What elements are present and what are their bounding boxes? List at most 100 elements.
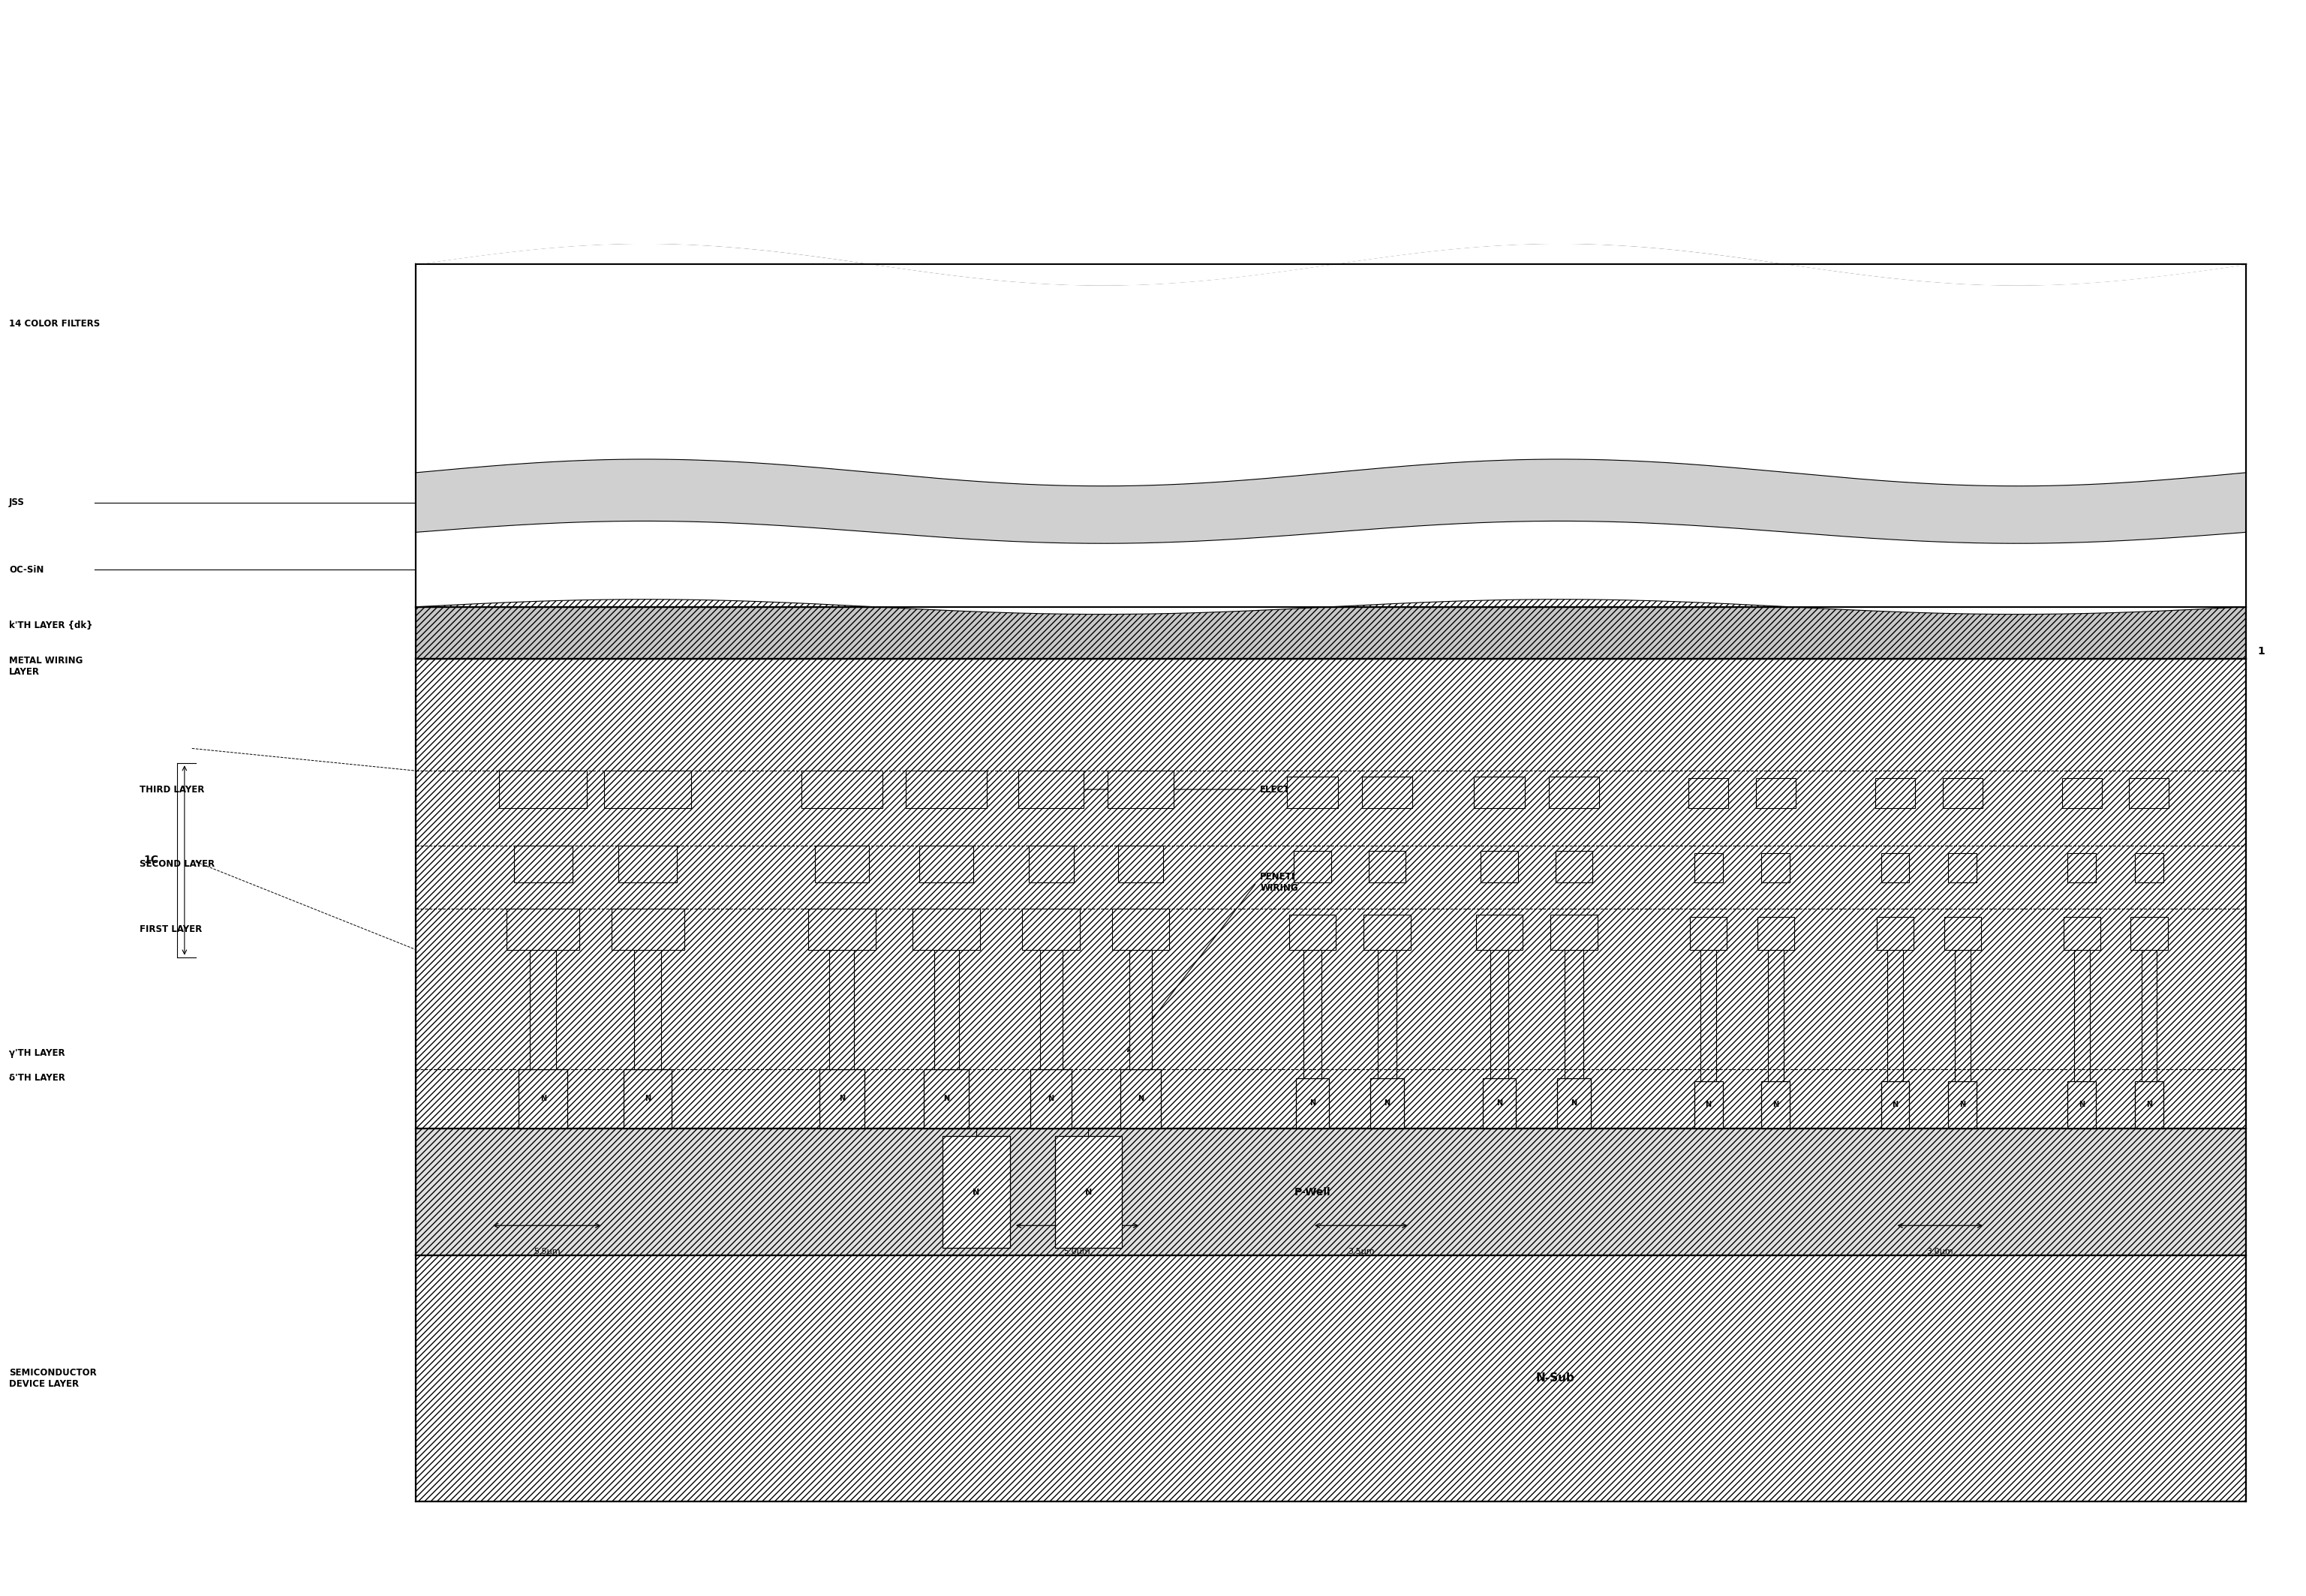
Text: SEMICONDUCTOR
DEVICE LAYER: SEMICONDUCTOR DEVICE LAYER <box>9 1368 97 1389</box>
Bar <box>1769 950 1783 1080</box>
Text: SENSOR REGION
(INFRARED LIGHT DETECTING SIDE): SENSOR REGION (INFRARED LIGHT DETECTING … <box>726 93 927 115</box>
Text: N: N <box>1084 1187 1091 1195</box>
Text: N: N <box>1047 1095 1054 1103</box>
Bar <box>2068 1080 2096 1128</box>
Text: N: N <box>1893 1101 1898 1109</box>
Bar <box>1882 852 1909 883</box>
Text: k'TH LAYER {dk}: k'TH LAYER {dk} <box>9 621 92 630</box>
Bar <box>1107 771 1174 808</box>
Bar <box>1762 852 1789 883</box>
Bar <box>925 1069 969 1128</box>
Text: N: N <box>943 1095 950 1103</box>
Bar <box>1474 776 1524 808</box>
Text: γ'TH LAYER: γ'TH LAYER <box>9 1049 65 1058</box>
Text: METAL WIRING
LAYER: METAL WIRING LAYER <box>9 656 83 677</box>
Bar <box>1303 950 1321 1077</box>
Text: ELECTRODE: ELECTRODE <box>1259 785 1319 795</box>
Bar <box>1695 1080 1723 1128</box>
Bar <box>1111 908 1169 950</box>
Bar <box>1877 916 1914 950</box>
Bar <box>1550 776 1598 808</box>
Bar <box>500 771 586 808</box>
Bar <box>2128 779 2170 808</box>
Text: 1C: 1C <box>143 855 159 865</box>
Text: OC-SiN: OC-SiN <box>9 565 44 575</box>
Text: SECOND LAYER: SECOND LAYER <box>141 859 214 868</box>
Bar <box>1130 950 1153 1069</box>
Text: N: N <box>1570 1100 1577 1108</box>
Bar <box>1379 950 1397 1077</box>
Bar <box>623 1069 671 1128</box>
Bar <box>1363 776 1411 808</box>
Bar <box>618 846 676 883</box>
Bar <box>1566 950 1584 1077</box>
Text: SENSOR REGION
(VISIBLE LIGHT DETECTING SIDE): SENSOR REGION (VISIBLE LIGHT DETECTING S… <box>1649 93 1836 115</box>
Bar <box>1757 916 1794 950</box>
Bar <box>1121 1069 1162 1128</box>
Bar <box>1875 779 1914 808</box>
Text: THIRD LAYER: THIRD LAYER <box>141 785 205 795</box>
Bar <box>634 950 662 1069</box>
Bar <box>1949 852 1976 883</box>
Bar <box>1028 846 1075 883</box>
Text: JSS: JSS <box>9 498 25 508</box>
Text: 14 COLOR FILTERS: 14 COLOR FILTERS <box>9 319 99 329</box>
Bar <box>943 1136 1010 1248</box>
Bar <box>530 950 556 1069</box>
Text: N: N <box>2080 1101 2085 1109</box>
Bar <box>2142 950 2156 1080</box>
Text: 5.0μm: 5.0μm <box>1063 1248 1091 1256</box>
Bar <box>519 1069 567 1128</box>
Bar <box>415 531 2246 606</box>
Bar <box>2135 852 2163 883</box>
Text: FIRST LAYER: FIRST LAYER <box>141 924 203 934</box>
Text: N: N <box>1384 1100 1391 1108</box>
Text: 3.5μm: 3.5μm <box>1347 1248 1374 1256</box>
Bar <box>415 472 2246 531</box>
Bar <box>507 908 579 950</box>
Bar <box>611 908 685 950</box>
Bar <box>1294 851 1331 883</box>
Bar <box>1483 1077 1515 1128</box>
Text: N: N <box>1137 1095 1144 1103</box>
Bar <box>1031 1069 1072 1128</box>
Bar <box>1688 779 1727 808</box>
Bar <box>415 659 2246 1128</box>
Bar <box>415 606 2246 659</box>
Bar <box>1755 779 1796 808</box>
Bar <box>1054 1136 1123 1248</box>
Bar <box>1955 950 1969 1080</box>
Bar <box>1944 916 1981 950</box>
Bar <box>1490 950 1508 1077</box>
Bar <box>802 771 883 808</box>
Bar <box>1022 908 1079 950</box>
Bar <box>1296 1077 1328 1128</box>
Bar <box>1882 1080 1909 1128</box>
Bar <box>1557 851 1593 883</box>
Bar <box>1550 915 1598 950</box>
Text: N: N <box>973 1187 980 1195</box>
Text: δ'TH LAYER: δ'TH LAYER <box>9 1073 65 1082</box>
Bar <box>415 263 2246 472</box>
Text: 1: 1 <box>2258 646 2264 658</box>
Bar <box>819 1069 865 1128</box>
Bar <box>514 846 572 883</box>
Text: N: N <box>839 1095 844 1103</box>
Bar <box>1942 779 1983 808</box>
Text: N: N <box>646 1095 650 1103</box>
Bar <box>2131 916 2168 950</box>
Bar <box>830 950 853 1069</box>
Bar <box>1480 851 1517 883</box>
Bar <box>1886 950 1902 1080</box>
Bar <box>415 1128 2246 1256</box>
Bar <box>934 950 959 1069</box>
Bar <box>1040 950 1063 1069</box>
Text: N: N <box>1706 1101 1711 1109</box>
Bar <box>814 846 869 883</box>
Bar <box>2135 1080 2163 1128</box>
Polygon shape <box>415 460 2246 543</box>
Text: N: N <box>1960 1101 1965 1109</box>
Bar <box>2064 916 2101 950</box>
Bar <box>2073 950 2089 1080</box>
Polygon shape <box>415 263 2246 487</box>
